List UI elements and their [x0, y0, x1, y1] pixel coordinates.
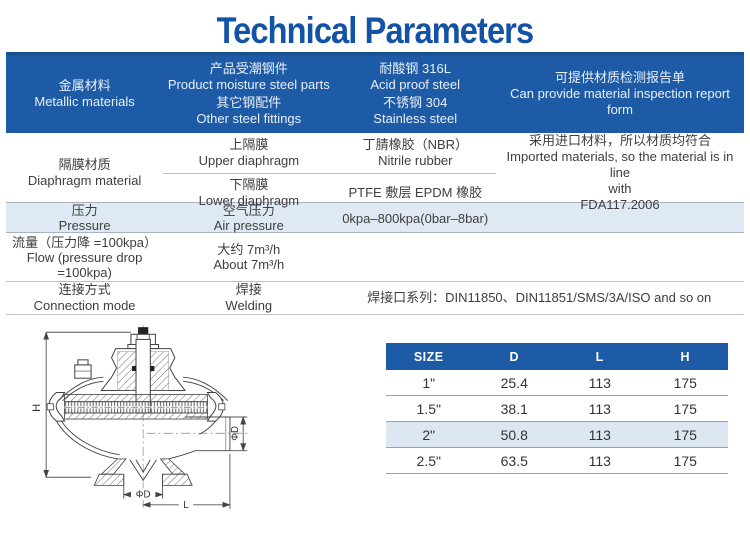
diaphragm-items: 上隔膜 Upper diaphragm 丁腈橡胶（NBR） Nitrile ru…: [163, 133, 497, 213]
size-row-1in: 1" 25.4 113 175: [386, 370, 728, 396]
dim-d-bottom-label: ΦD: [136, 490, 151, 501]
size-col-size: SIZE: [413, 349, 444, 364]
spec-row-metallic: 金属材料 Metallic materials 产品受潮钢件 Product m…: [6, 52, 744, 133]
size-table-header: SIZE D L H: [386, 343, 728, 370]
valve-technical-drawing: H: [31, 325, 249, 511]
connection-label: 连接方式 Connection mode: [33, 282, 136, 313]
pressure-value: 0kpa–800kpa(0bar–8bar): [342, 210, 489, 226]
pressure-item: 空气压力 Air pressure: [213, 203, 284, 233]
outlet-pipe: [185, 416, 231, 452]
connection-item: 焊接 Welding: [225, 282, 273, 313]
dim-d-right: [229, 416, 248, 452]
clamp-right: [206, 391, 224, 422]
spec-table: 金属材料 Metallic materials 产品受潮钢件 Product m…: [6, 52, 744, 315]
spec-row-pressure: 压力 Pressure 空气压力 Air pressure 0kpa–800kp…: [6, 202, 744, 233]
size-col-d: D: [509, 349, 520, 364]
metallic-items: 产品受潮钢件 Product moisture steel parts 其它钢配…: [167, 61, 330, 126]
metallic-note: 可提供材质检测报告单 Can provide material inspecti…: [510, 70, 730, 117]
dim-h: [43, 331, 131, 479]
size-row-1-5in: 1.5" 38.1 113 175: [386, 396, 728, 422]
size-col-h: H: [680, 349, 691, 364]
bottom-skirt: [93, 458, 193, 490]
dim-d-right-label: ΦD: [230, 426, 241, 441]
clamp-left: [48, 391, 66, 422]
spec-row-diaphragm: 隔膜材质 Diaphragm material 上隔膜 Upper diaphr…: [6, 133, 744, 212]
metallic-values: 耐酸钢 316L Acid proof steel 不锈钢 304 Stainl…: [370, 61, 460, 126]
bonnet: [100, 338, 187, 414]
valve-body: [56, 420, 216, 460]
size-row-2-5in: 2.5" 63.5 113 175: [386, 448, 728, 474]
side-fitting: [74, 359, 92, 379]
spec-row-flow: 流量（压力降 =100kpa） Flow (pressure drop =100…: [6, 233, 744, 282]
dim-l-label: L: [183, 500, 189, 511]
flow-value: 大约 7m³/h About 7m³/h: [213, 242, 285, 272]
diaphragm-note: 采用进口材料，所以材质均符合 Imported materials, so th…: [506, 133, 734, 212]
page-title: Technical Parameters: [216, 10, 535, 51]
size-table: SIZE D L H 1" 25.4 113 175 1.5" 38.1 113…: [386, 343, 728, 474]
diaphragm-flange: [46, 391, 226, 422]
dim-h-label: H: [31, 404, 43, 412]
bottom-section: H: [0, 315, 750, 515]
connection-value: 焊接口系列：DIN11850、DIN11851/SMS/3A/ISO and s…: [367, 290, 712, 305]
pressure-label: 压力 Pressure: [58, 203, 111, 233]
diaphragm-label: 隔膜材质 Diaphragm material: [27, 157, 142, 188]
flow-label: 流量（压力降 =100kpa） Flow (pressure drop =100…: [12, 234, 158, 280]
size-col-l: L: [595, 349, 604, 364]
metallic-label: 金属材料 Metallic materials: [34, 78, 135, 109]
spec-row-connection: 连接方式 Connection mode 焊接 Welding 焊接口系列：DI…: [6, 282, 744, 315]
page-header: Technical Parameters: [0, 0, 750, 52]
size-row-2in: 2" 50.8 113 175: [386, 422, 728, 448]
valve-plug: [129, 459, 157, 482]
